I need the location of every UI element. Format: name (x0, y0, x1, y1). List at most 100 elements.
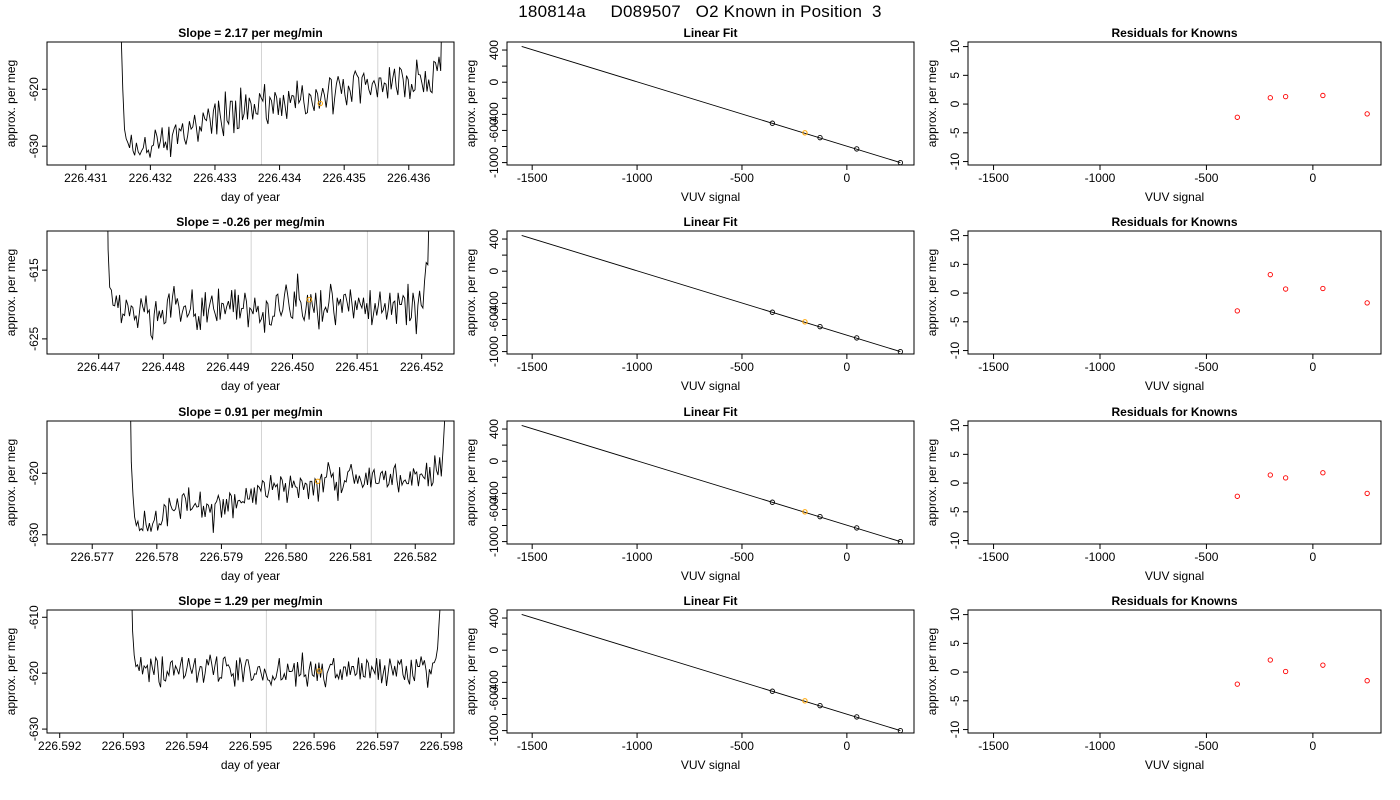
fit-data-point (854, 146, 860, 152)
x-axis-label: VUV signal (681, 758, 740, 772)
signal-trace-line (130, 421, 446, 533)
x-tick-label: 226.593 (102, 739, 146, 753)
x-tick-label: 0 (844, 550, 851, 564)
panel-title: Slope = 0.91 per meg/min (178, 405, 322, 419)
mean-marker-point (317, 100, 323, 107)
plot-frame (46, 420, 455, 545)
y-tick-label: 0 (487, 458, 501, 465)
highlight-data-point (802, 509, 808, 515)
x-tick-label: 0 (844, 171, 851, 185)
plot-area (107, 231, 430, 354)
x-tick-label: 226.434 (258, 171, 302, 185)
x-tick-label: -500 (1194, 550, 1218, 564)
plot-frame (46, 41, 455, 166)
fit-line (521, 613, 901, 732)
plot-frame (506, 230, 915, 355)
residual-point (1234, 681, 1240, 687)
residual-point (1234, 114, 1240, 120)
residual-point (1234, 493, 1240, 499)
y-tick-label: 0 (948, 100, 962, 107)
x-axis-label: day of year (221, 758, 280, 772)
y-axis-label: approx. per meg (925, 439, 939, 526)
page-title: 180814a D089507 O2 Known in Position 3 (518, 2, 882, 21)
x-tick-label: 0 (1310, 360, 1317, 374)
plot-frame (967, 609, 1382, 734)
fit-data-point (817, 703, 823, 709)
y-tick-label: -400 (487, 670, 501, 694)
y-tick-label: 0 (487, 268, 501, 275)
residual-point (1267, 95, 1273, 101)
x-tick-label: -1500 (978, 739, 1009, 753)
panel-title: Residuals for Knowns (1111, 215, 1237, 229)
x-tick-label: -500 (730, 550, 754, 564)
x-tick-label: -1500 (978, 171, 1009, 185)
y-tick-label: -5 (948, 695, 962, 706)
x-tick-label: -500 (730, 739, 754, 753)
x-axis-label: day of year (221, 379, 280, 393)
x-tick-label: -500 (1194, 360, 1218, 374)
signal-trace-line (131, 610, 441, 688)
y-tick-label: -600 (487, 686, 501, 710)
residual-point (1282, 286, 1289, 292)
residual-point (1320, 92, 1326, 99)
x-tick-label: 226.598 (420, 739, 464, 753)
x-tick-label: 0 (1310, 739, 1317, 753)
plot-frame (967, 420, 1382, 545)
fit-data-point (769, 499, 776, 505)
y-tick-label: 400 (487, 40, 501, 60)
y-tick-label: -400 (487, 481, 501, 505)
y-axis-label: approx. per meg (464, 60, 478, 147)
x-tick-label: 226.433 (193, 171, 237, 185)
fit-line (521, 424, 901, 543)
plot-area (521, 424, 904, 544)
plot-area (1234, 92, 1370, 120)
panel-time-row-4: Slope = 1.29 per meg/min 226.592 226.593 22… (4, 594, 464, 772)
x-tick-label: 0 (1310, 171, 1317, 185)
residual-point (1282, 93, 1289, 100)
x-tick-label: 0 (1310, 550, 1317, 564)
x-axis-label: day of year (221, 190, 280, 204)
panel-fit-row-2: Linear Fit -1500 -1000 -500 0 VUV signal -1000… (464, 215, 915, 393)
plot-frame (967, 230, 1382, 355)
x-tick-label: 226.449 (206, 360, 250, 374)
y-tick-label: -630 (27, 717, 41, 741)
plot-area (521, 234, 904, 354)
y-tick-label: 5 (948, 640, 962, 647)
y-axis-label: approx. per meg (4, 439, 18, 526)
residual-point (1282, 475, 1289, 481)
x-tick-label: 226.579 (200, 550, 244, 564)
plot-area (131, 610, 441, 733)
panel-title: Residuals for Knowns (1111, 594, 1237, 608)
x-tick-label: -1000 (622, 171, 653, 185)
x-tick-label: -1500 (978, 360, 1009, 374)
y-tick-label: -615 (27, 258, 41, 282)
x-tick-label: -500 (1194, 171, 1218, 185)
signal-trace-line (107, 231, 430, 341)
x-tick-label: -1000 (1085, 739, 1116, 753)
x-tick-label: 226.582 (394, 550, 438, 564)
plot-area (130, 421, 446, 544)
residual-point (1267, 472, 1273, 478)
residual-point (1320, 662, 1326, 668)
x-tick-label: -1000 (1085, 550, 1116, 564)
panel-resid-row-1: Residuals for Knowns -1500 -1000 -500 0 VUV s… (925, 26, 1382, 204)
y-tick-label: -400 (487, 291, 501, 315)
fit-data-point (854, 335, 860, 341)
signal-trace-line (120, 42, 442, 158)
y-tick-label: -610 (27, 605, 41, 629)
panel-resid-row-2: Residuals for Knowns -1500 -1000 -500 0 VUV s… (925, 215, 1382, 393)
x-tick-label: 226.451 (335, 360, 379, 374)
plot-area (1234, 470, 1370, 499)
y-axis-label: approx. per meg (4, 628, 18, 715)
y-tick-label: 5 (948, 72, 962, 79)
x-tick-label: 226.450 (271, 360, 315, 374)
y-axis-label: approx. per meg (464, 439, 478, 526)
panel-time-row-1: Slope = 2.17 per meg/min 226.431 226.432 22… (4, 26, 455, 204)
y-axis-label: approx. per meg (925, 628, 939, 715)
y-tick-label: -630 (27, 134, 41, 158)
y-tick-label: -5 (948, 127, 962, 138)
x-tick-label: 226.581 (329, 550, 373, 564)
x-tick-label: 226.595 (229, 739, 273, 753)
x-tick-label: -1500 (517, 171, 548, 185)
y-tick-label: 0 (487, 79, 501, 86)
